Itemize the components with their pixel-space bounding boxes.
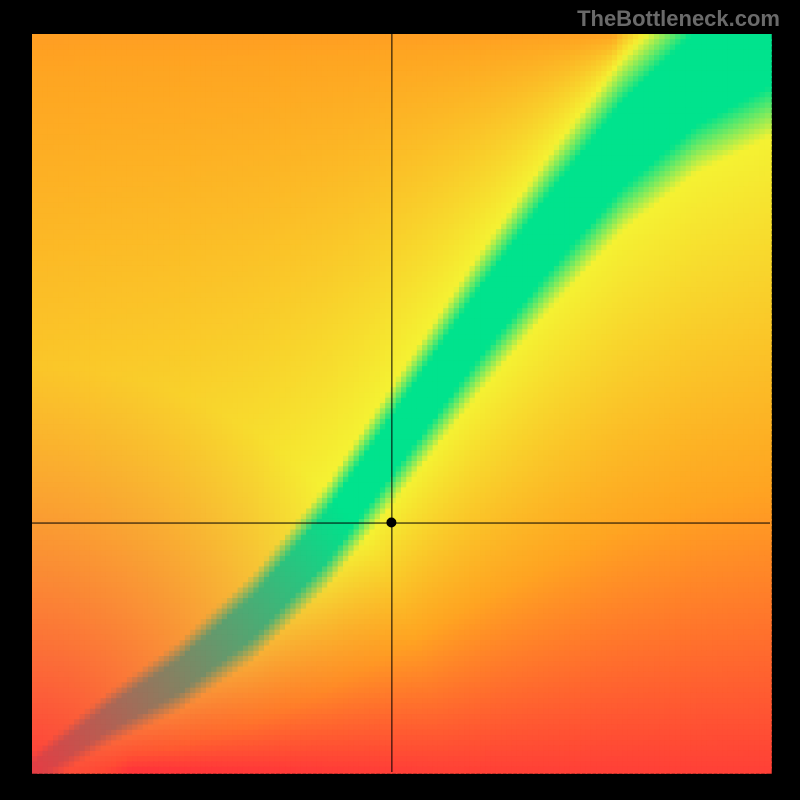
watermark-text: TheBottleneck.com	[577, 6, 780, 32]
chart-container: TheBottleneck.com	[0, 0, 800, 800]
bottleneck-heatmap	[0, 0, 800, 800]
